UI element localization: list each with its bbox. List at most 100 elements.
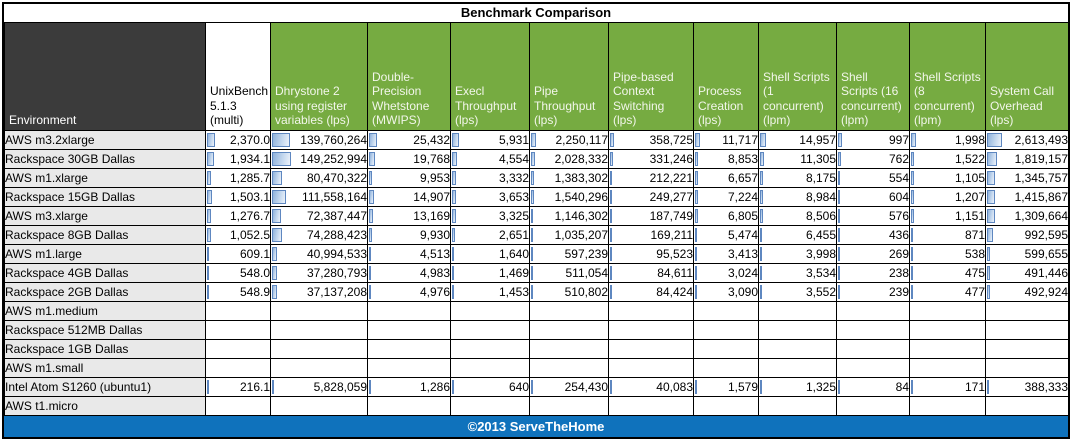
value-cell: 491,446 [985,263,1069,283]
cell-value: 14,957 [799,133,836,147]
data-bar [760,152,765,166]
cell-value: 5,931 [498,133,529,147]
value-cell: 4,513 [367,244,451,264]
column-header: System Call Overhead (lps) [985,22,1069,131]
value-cell: 187,749 [608,206,694,226]
table-row: AWS m1.small [4,358,1069,378]
value-cell: 2,028,332 [529,149,609,169]
data-bar [610,152,614,166]
table-row: AWS m1.medium [4,301,1069,321]
cell-value: 5,828,059 [313,380,367,394]
cell-value: 1,934.1 [229,152,270,166]
data-bar [911,133,916,147]
data-bar [531,171,534,185]
table-row: Intel Atom S1260 (ubuntu1) 216.1 5,828,059… [4,377,1069,397]
data-bar [272,266,277,280]
data-bar [838,228,840,242]
value-cell: 1,383,302 [529,168,609,188]
data-bar [760,209,764,223]
grid-header: Environment UnixBench 5.1.3 (multi) Dhryst… [4,22,1069,131]
data-bar [911,190,914,204]
value-cell: 2,651 [450,225,530,245]
data-bar [452,152,458,166]
value-cell: 510,802 [529,282,609,302]
value-cell: 14,957 [758,130,837,150]
value-cell: 1,285.7 [205,168,271,188]
value-cell: 4,976 [367,282,451,302]
environment-cell: AWS m1.large [4,244,206,264]
column-header: Shell Scripts (8 concurrent) (lpm) [909,22,986,131]
value-cell: 511,054 [529,263,609,283]
value-cell [205,301,271,321]
value-cell [367,358,451,378]
data-bar [452,266,454,280]
value-cell: 11,717 [693,130,759,150]
table-row: AWS m1.xlarge 1,285.7 80,470,322 9,953 3,332… [4,168,1069,188]
data-bar [452,209,456,223]
value-cell [608,358,694,378]
value-cell: 548.0 [205,263,271,283]
data-bar [911,209,914,223]
cell-value: 548.9 [239,285,270,299]
cell-value: 37,137,208 [306,285,367,299]
value-cell [367,396,451,416]
cell-value: 3,413 [727,247,758,261]
data-bar [272,190,287,204]
value-cell: 8,853 [693,149,759,169]
cell-value: 3,332 [498,171,529,185]
data-bar [760,285,762,299]
value-cell [909,339,986,359]
cell-value: 1,415,867 [1014,190,1068,204]
data-bar [207,380,209,394]
value-cell: 3,024 [693,263,759,283]
cell-value: 1,819,157 [1014,152,1068,166]
cell-value: 3,325 [498,209,529,223]
cell-value: 212,221 [649,171,693,185]
value-cell: 604 [836,187,910,207]
cell-value: 187,749 [649,209,693,223]
value-cell: 997 [836,130,910,150]
cell-value: 388,333 [1024,380,1068,394]
environment-cell: Rackspace 8GB Dallas [4,225,206,245]
value-cell [205,339,271,359]
data-bar [369,285,371,299]
value-cell [367,320,451,340]
value-cell: 9,930 [367,225,451,245]
value-cell: 74,288,423 [270,225,368,245]
value-cell: 2,370.0 [205,130,271,150]
table-title: Benchmark Comparison [4,4,1068,22]
value-cell [693,301,759,321]
cell-value: 40,994,533 [306,247,367,261]
value-cell: 8,984 [758,187,837,207]
table-row: Rackspace 512MB Dallas [4,320,1069,340]
data-bar [610,266,612,280]
column-header: Shell Scripts (16 concurrent) (lpm) [836,22,910,131]
environment-cell: Rackspace 1GB Dallas [4,339,206,359]
value-cell: 2,250,117 [529,130,609,150]
cell-value: 1,151 [954,209,985,223]
data-bar [695,209,698,223]
data-bar [760,247,762,261]
data-bar [452,228,456,242]
data-bar [207,285,209,299]
data-bar [838,285,840,299]
footer-text: ©2013 ServeTheHome [467,419,605,434]
data-bar [760,266,762,280]
value-cell [836,301,910,321]
value-cell [985,339,1069,359]
cell-value: 2,370.0 [229,133,270,147]
data-bar [272,380,274,394]
cell-value: 11,717 [722,133,758,147]
value-cell: 331,246 [608,149,694,169]
cell-value: 6,657 [727,171,758,185]
data-bar [695,171,698,185]
cell-value: 548.0 [239,266,270,280]
cell-value: 14,907 [413,190,450,204]
value-cell: 1,503.1 [205,187,271,207]
value-cell: 1,640 [450,244,530,264]
cell-value: 84 [895,380,909,394]
data-bar [272,285,277,299]
column-header: Double-Precision Whetstone (MWIPS) [367,22,451,131]
cell-value: 9,953 [419,171,450,185]
value-cell: 40,083 [608,377,694,397]
